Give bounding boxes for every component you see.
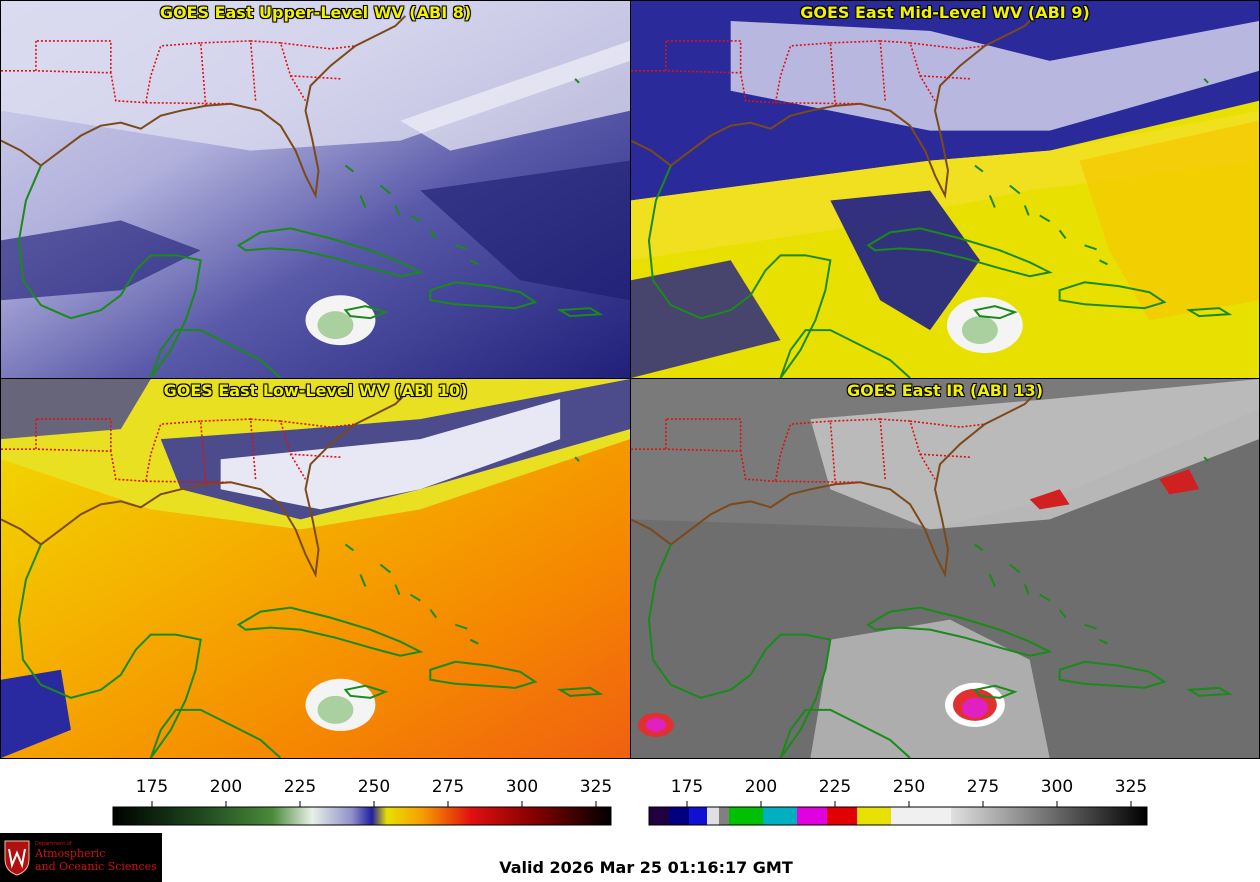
ir-tick-label: 325 (1115, 777, 1147, 797)
panel-ir: GOES East IR (ABI 13) (630, 378, 1260, 759)
ir-tick-label: 175 (671, 777, 703, 797)
low-level-wv-image (1, 379, 630, 758)
panel-low-level-wv: GOES East Low-Level WV (ABI 10) (0, 378, 631, 759)
panel-mid-level-wv: GOES East Mid-Level WV (ABI 9) (630, 0, 1260, 379)
logo-line2: and Oceanic Sciences (35, 860, 157, 873)
upper-level-wv-image (1, 1, 630, 378)
panel-title: GOES East Upper-Level WV (ABI 8) (159, 3, 472, 22)
aos-logo: Department of Atmospheric and Oceanic Sc… (0, 833, 162, 882)
uw-crest-icon (4, 840, 30, 876)
ir-tick-label: 200 (745, 777, 777, 797)
ir-tick-label: 225 (819, 777, 851, 797)
wv-tick-label: 325 (580, 777, 612, 797)
wv-tick-label: 300 (506, 777, 538, 797)
panel-title: GOES East Low-Level WV (ABI 10) (163, 381, 468, 400)
ir-tick-label: 300 (1041, 777, 1073, 797)
wv-tick-label: 225 (284, 777, 316, 797)
panel-title: GOES East IR (ABI 13) (846, 381, 1044, 400)
wv-tick-label: 175 (136, 777, 168, 797)
ir-tick-label: 250 (893, 777, 925, 797)
ir-image (631, 379, 1259, 758)
logo-line1: Atmospheric (35, 847, 106, 860)
logo-dept: Department of (35, 841, 72, 847)
wv-colorbar: 175 200 225 250 275 300 325 (112, 774, 614, 828)
panel-title: GOES East Mid-Level WV (ABI 9) (800, 3, 1090, 22)
ir-colorbar: 175 200 225 250 275 300 325 (648, 774, 1150, 828)
mid-level-wv-image (631, 1, 1259, 378)
panel-upper-level-wv: GOES East Upper-Level WV (ABI 8) (0, 0, 631, 379)
valid-time: Valid 2026 Mar 25 01:16:17 GMT (499, 858, 793, 877)
ir-tick-label: 275 (967, 777, 999, 797)
wv-tick-label: 200 (210, 777, 242, 797)
wv-tick-label: 275 (432, 777, 464, 797)
wv-tick-label: 250 (358, 777, 390, 797)
